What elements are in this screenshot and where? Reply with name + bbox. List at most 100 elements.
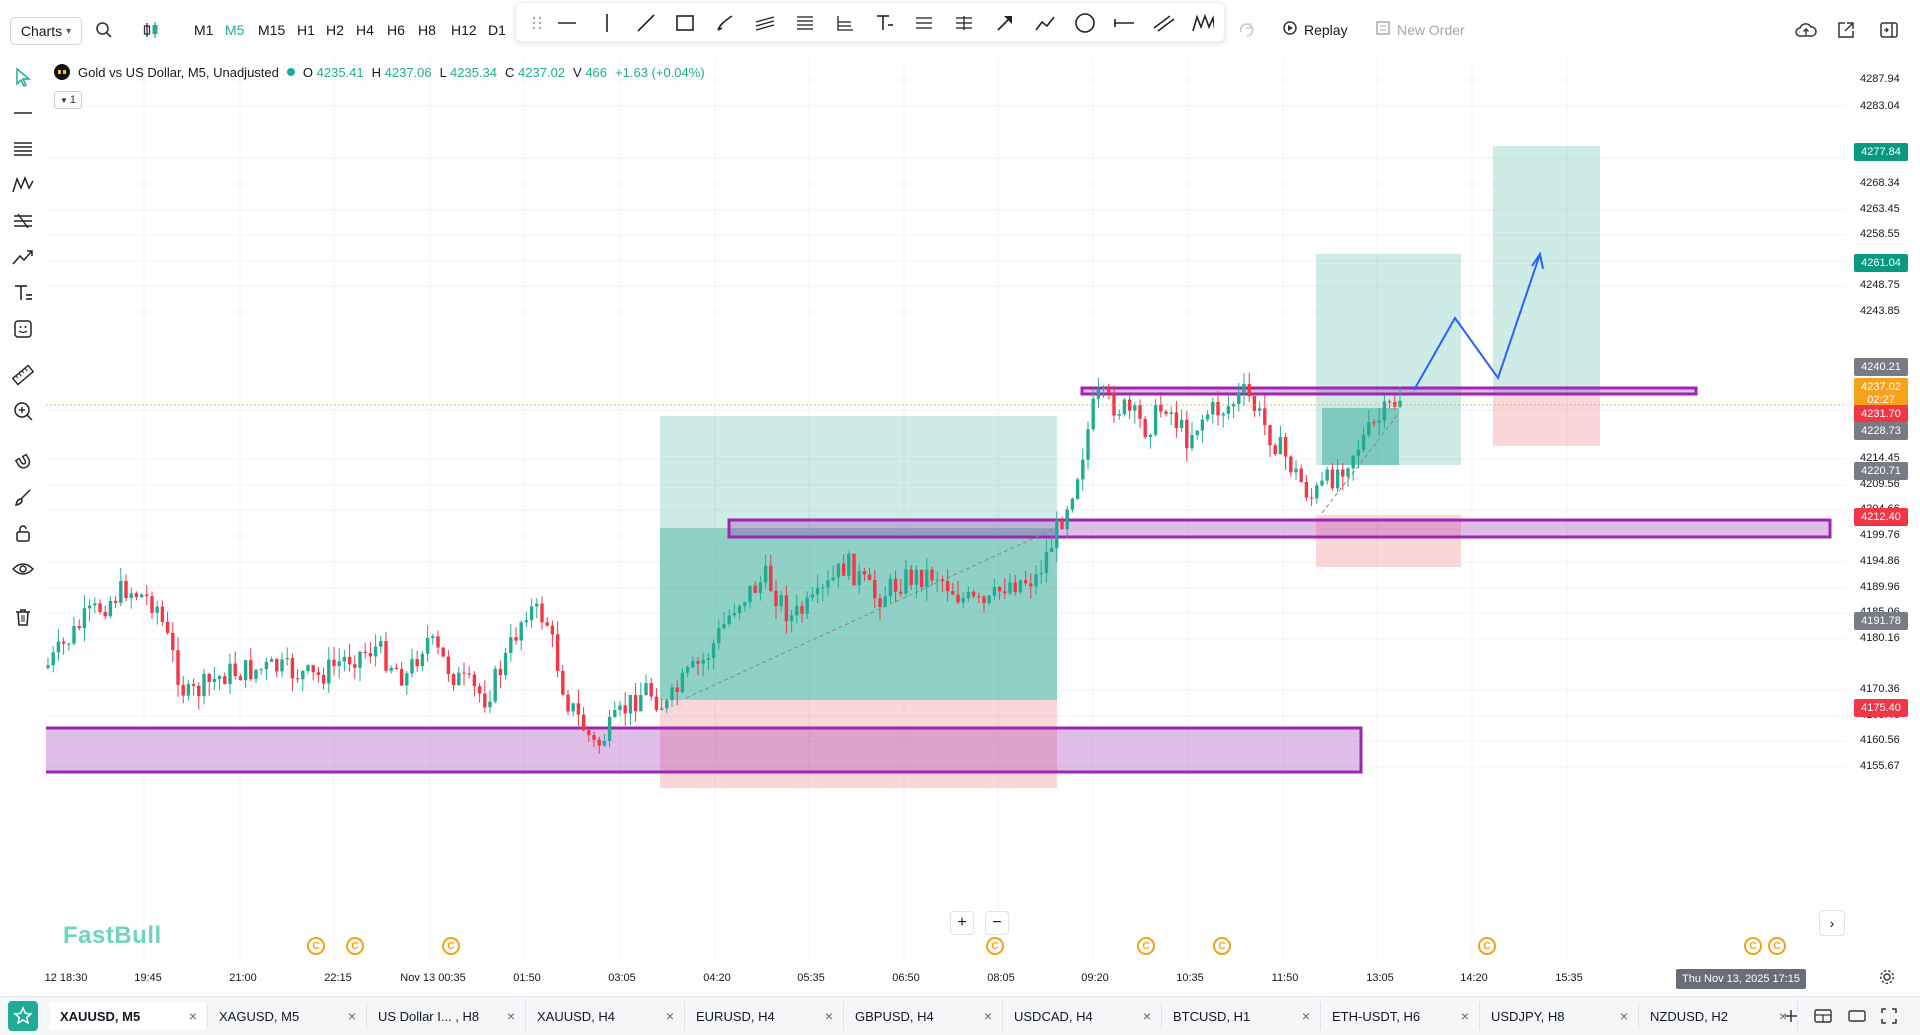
- charts-menu-button[interactable]: Charts ▾: [10, 17, 82, 45]
- sticker-icon[interactable]: [10, 316, 36, 342]
- economic-event-icon[interactable]: C: [1744, 937, 1762, 955]
- fib-fan-icon[interactable]: [834, 12, 856, 34]
- close-icon[interactable]: ×: [1460, 1008, 1469, 1024]
- timeframe-h1[interactable]: H1: [297, 22, 315, 38]
- position-icon[interactable]: [953, 12, 975, 34]
- indicators-collapse-button[interactable]: ▼ 1: [54, 91, 82, 109]
- timeframe-h4[interactable]: H4: [356, 22, 374, 38]
- close-icon[interactable]: ×: [665, 1008, 674, 1024]
- zoom-in-icon[interactable]: [10, 398, 36, 424]
- double-line-icon[interactable]: [1153, 12, 1175, 34]
- fib-tool-icon[interactable]: [10, 136, 36, 162]
- close-icon[interactable]: ×: [1619, 1008, 1628, 1024]
- symbol-tab[interactable]: ETH-USDT, H6 ×: [1322, 1002, 1480, 1030]
- search-icon[interactable]: [92, 18, 116, 42]
- layout-icon[interactable]: [1812, 1005, 1834, 1027]
- pattern-tool-icon[interactable]: [10, 172, 36, 198]
- close-icon[interactable]: ×: [1778, 1008, 1787, 1024]
- economic-event-icon[interactable]: C: [1213, 937, 1231, 955]
- symbol-title[interactable]: Gold vs US Dollar, M5, Unadjusted: [78, 64, 279, 80]
- symbol-tab[interactable]: NZDUSD, H2 ×: [1640, 1002, 1798, 1030]
- candle-body: [878, 598, 882, 608]
- forecast-tool-icon[interactable]: [10, 208, 36, 234]
- close-icon[interactable]: ×: [347, 1008, 356, 1024]
- panel-toggle-icon[interactable]: [1877, 18, 1901, 42]
- symbol-tab[interactable]: GBPUSD, H4 ×: [845, 1002, 1003, 1030]
- ruler-icon[interactable]: [10, 362, 36, 388]
- ray-icon[interactable]: [1113, 12, 1135, 34]
- share-icon[interactable]: [1834, 18, 1858, 42]
- text-tool-icon[interactable]: [873, 12, 895, 34]
- timeframe-d1[interactable]: D1: [488, 22, 506, 38]
- window-icon[interactable]: [1846, 1005, 1868, 1027]
- zoom-out-button[interactable]: −: [985, 911, 1009, 935]
- price-chart[interactable]: [46, 58, 1846, 960]
- fullscreen-icon[interactable]: [1878, 1005, 1900, 1027]
- economic-event-icon[interactable]: C: [307, 937, 325, 955]
- drag-handle-icon[interactable]: [526, 12, 548, 34]
- new-order-button[interactable]: New Order: [1375, 20, 1465, 39]
- close-icon[interactable]: ×: [983, 1008, 992, 1024]
- redo-icon[interactable]: [1234, 18, 1258, 42]
- timeframe-h2[interactable]: H2: [326, 22, 344, 38]
- timeframe-h8[interactable]: H8: [418, 22, 436, 38]
- economic-event-icon[interactable]: C: [1137, 937, 1155, 955]
- close-icon[interactable]: ×: [1301, 1008, 1310, 1024]
- trend-tool-icon[interactable]: [10, 244, 36, 270]
- line-tool-icon[interactable]: [10, 100, 36, 126]
- symbol-tab[interactable]: XAUUSD, M5 ×: [50, 1002, 208, 1030]
- scroll-to-realtime-button[interactable]: ›: [1819, 910, 1845, 936]
- symbol-tab[interactable]: USDCAD, H4 ×: [1004, 1002, 1162, 1030]
- symbol-tab[interactable]: USDJPY, H8 ×: [1481, 1002, 1639, 1030]
- candle-type-icon[interactable]: [139, 18, 163, 42]
- horizontal-line-icon[interactable]: [556, 12, 578, 34]
- chart-canvas[interactable]: [46, 58, 1846, 960]
- timeframe-h12[interactable]: H12: [451, 22, 477, 38]
- trash-icon[interactable]: [10, 604, 36, 630]
- timeframe-h6[interactable]: H6: [387, 22, 405, 38]
- circle-icon[interactable]: [1074, 12, 1096, 34]
- price-axis[interactable]: 4287.944283.044273.244268.344263.454258.…: [1846, 58, 1920, 960]
- economic-event-icon[interactable]: C: [1478, 937, 1496, 955]
- economic-event-icon[interactable]: C: [986, 937, 1004, 955]
- arrow-tool-icon[interactable]: [994, 12, 1016, 34]
- time-axis[interactable]: 0515:3514:2013:0511:5010:3509:2008:0506:…: [45, 960, 1846, 996]
- economic-event-icon[interactable]: C: [346, 937, 364, 955]
- paint-brush-icon[interactable]: [10, 484, 36, 510]
- lock-icon[interactable]: [10, 520, 36, 546]
- vertical-line-icon[interactable]: [596, 12, 618, 34]
- symbol-tab[interactable]: XAGUSD, M5 ×: [209, 1002, 367, 1030]
- symbol-tab[interactable]: EURUSD, H4 ×: [686, 1002, 844, 1030]
- symbol-tab[interactable]: US Dollar I... , H8 ×: [368, 1002, 526, 1030]
- ruler-lines-icon[interactable]: [913, 12, 935, 34]
- gear-icon[interactable]: [1876, 966, 1898, 988]
- timeframe-m1[interactable]: M1: [194, 22, 214, 38]
- close-icon[interactable]: ×: [506, 1008, 515, 1024]
- symbol-tab[interactable]: XAUUSD, H4 ×: [527, 1002, 685, 1030]
- timeframe-m5[interactable]: M5: [225, 22, 245, 38]
- watchlist-star-button[interactable]: [8, 1001, 38, 1031]
- close-icon[interactable]: ×: [1142, 1008, 1151, 1024]
- economic-event-icon[interactable]: C: [1768, 937, 1786, 955]
- add-tab-icon[interactable]: [1780, 1005, 1802, 1027]
- magnet-icon[interactable]: [10, 448, 36, 474]
- close-icon[interactable]: ×: [824, 1008, 833, 1024]
- cloud-sync-icon[interactable]: [1794, 18, 1818, 42]
- polyline-icon[interactable]: [1034, 12, 1056, 34]
- symbol-tab[interactable]: BTCUSD, H1 ×: [1163, 1002, 1321, 1030]
- text-annotation-icon[interactable]: [10, 280, 36, 306]
- cursor-icon[interactable]: [10, 64, 36, 90]
- replay-button[interactable]: Replay: [1282, 20, 1348, 39]
- brush-icon[interactable]: [714, 12, 736, 34]
- zoom-in-button[interactable]: +: [950, 911, 974, 935]
- close-icon[interactable]: ×: [188, 1008, 197, 1024]
- timeframe-m15[interactable]: M15: [258, 22, 286, 38]
- economic-event-icon[interactable]: C: [442, 937, 460, 955]
- pattern-icon[interactable]: [1192, 12, 1214, 34]
- rectangle-icon[interactable]: [674, 12, 696, 34]
- fib-retracement-icon[interactable]: [794, 12, 816, 34]
- trend-line-icon[interactable]: [635, 12, 657, 34]
- parallel-channel-icon[interactable]: [754, 12, 776, 34]
- eye-icon[interactable]: [10, 556, 36, 582]
- candle-body: [509, 637, 513, 653]
